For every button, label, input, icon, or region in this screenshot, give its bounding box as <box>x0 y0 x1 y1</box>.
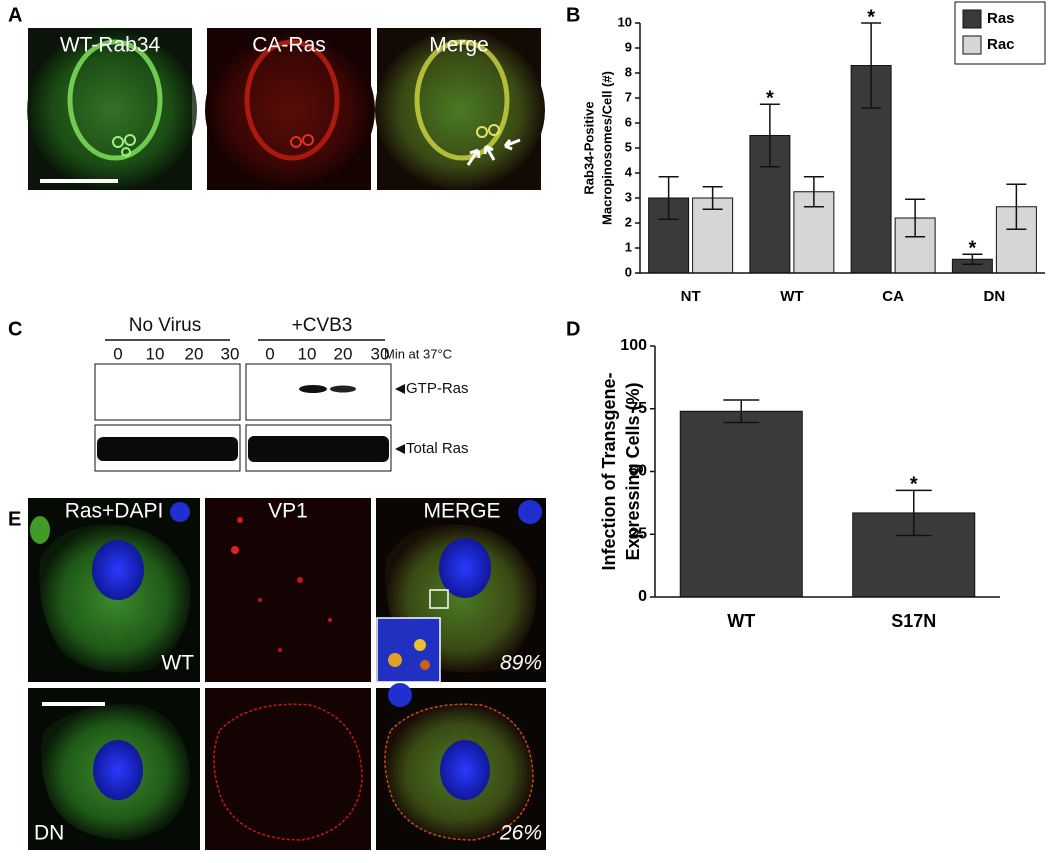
x-tick-label: DN <box>984 288 1006 305</box>
y-tick-label: 50 <box>629 463 647 480</box>
x-tick-label: NT <box>681 288 701 305</box>
micrograph <box>376 498 546 683</box>
micrograph <box>376 683 546 850</box>
group-label: +CVB3 <box>292 315 353 336</box>
y-tick-label: 2 <box>625 214 632 229</box>
error-bar <box>702 186 723 210</box>
x-tick-label: WT <box>727 611 755 631</box>
time-label: 0 <box>113 344 122 363</box>
error-bar <box>759 103 780 168</box>
y-axis-label: Rab34-Positive <box>581 101 596 194</box>
legend-label: Ras <box>987 10 1015 27</box>
percentage: 26% <box>499 822 542 845</box>
image-title: Merge <box>429 34 489 57</box>
time-label: 10 <box>298 344 317 363</box>
time-label: 20 <box>185 344 204 363</box>
band <box>330 385 356 393</box>
micrograph <box>375 28 545 190</box>
x-tick-label: S17N <box>891 611 936 631</box>
time-unit: Min at 37°C <box>384 346 452 361</box>
error-bar <box>1006 183 1027 230</box>
annotation: * <box>867 6 875 28</box>
error-bar <box>803 176 824 208</box>
legend-label: Rac <box>987 36 1015 53</box>
micrograph <box>28 688 200 850</box>
error-bar <box>895 489 932 537</box>
image-title: WT-Rab34 <box>60 34 161 57</box>
image-title: CA-Ras <box>252 34 326 57</box>
time-label: 0 <box>265 344 274 363</box>
panel-label: C <box>8 318 22 340</box>
micrograph <box>28 498 200 682</box>
micrograph <box>205 688 371 850</box>
annotation: * <box>968 238 976 260</box>
x-tick-label: WT <box>780 288 803 305</box>
time-label: 30 <box>371 344 390 363</box>
panel-label: E <box>8 508 21 530</box>
y-tick-label: 4 <box>625 164 633 179</box>
panel-label: B <box>566 4 580 26</box>
y-tick-label: 3 <box>625 189 632 204</box>
error-bar <box>861 22 882 109</box>
arrowhead <box>395 444 405 454</box>
annotation: * <box>766 88 774 110</box>
micrograph <box>27 28 197 190</box>
arrowhead <box>395 384 405 394</box>
group-label: No Virus <box>129 315 202 336</box>
image-title: VP1 <box>268 500 308 523</box>
percentage: 89% <box>500 652 542 675</box>
y-tick-label: 25 <box>629 525 647 542</box>
y-tick-label: 1 <box>625 239 632 254</box>
band <box>97 437 238 461</box>
y-tick-label: 9 <box>625 39 632 54</box>
row-label: DN <box>34 822 64 845</box>
y-tick-label: 100 <box>620 337 647 354</box>
blot-box <box>94 363 241 421</box>
time-label: 20 <box>334 344 353 363</box>
y-tick-label: 10 <box>618 14 632 29</box>
y-tick-label: 8 <box>625 64 632 79</box>
image-title: Ras+DAPI <box>65 500 164 523</box>
row-label: WT <box>161 652 194 675</box>
error-bar <box>905 198 926 238</box>
y-tick-label: 6 <box>625 114 632 129</box>
y-tick-label: 0 <box>625 264 632 279</box>
y-tick-label: 0 <box>638 588 647 605</box>
time-label: 30 <box>221 344 240 363</box>
band <box>248 436 389 462</box>
error-bar <box>658 176 679 220</box>
y-axis-label: Macropinosomes/Cell (#) <box>599 71 614 225</box>
legend-swatch <box>962 9 982 29</box>
band <box>299 385 327 393</box>
band-label: GTP-Ras <box>406 380 469 397</box>
micrograph <box>205 498 371 682</box>
y-tick-label: 75 <box>629 400 647 417</box>
bar <box>679 410 803 598</box>
panel-label: A <box>8 4 22 26</box>
x-tick-label: CA <box>882 288 904 305</box>
error-bar <box>723 399 760 424</box>
y-axis-label: Infection of Transgene- <box>599 372 619 570</box>
time-label: 10 <box>146 344 165 363</box>
y-tick-label: 5 <box>625 139 632 154</box>
image-title: MERGE <box>423 500 500 523</box>
micrograph <box>205 28 375 190</box>
legend-swatch <box>962 35 982 55</box>
y-tick-label: 7 <box>625 89 632 104</box>
error-bar <box>962 253 983 265</box>
annotation: * <box>910 474 918 496</box>
panel-label: D <box>566 318 580 340</box>
y-axis-label: Expressing Cells (%) <box>623 382 643 560</box>
band-label: Total Ras <box>406 440 469 457</box>
